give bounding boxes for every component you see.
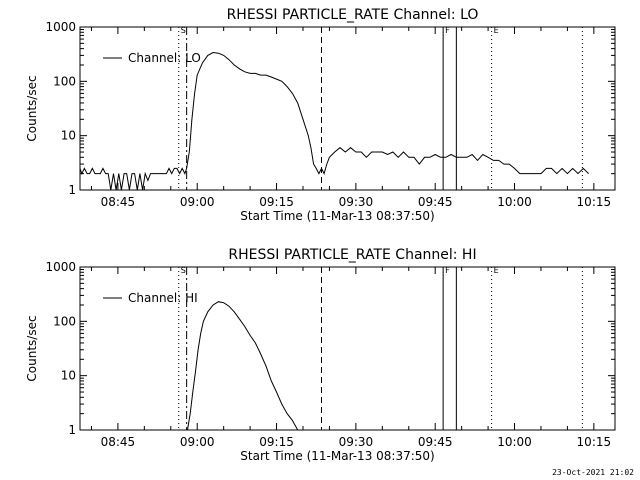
x-tick-label: 10:15 (577, 435, 612, 449)
y-axis-label: Counts/sec (25, 75, 39, 141)
legend-label: Channel: LO (128, 51, 201, 65)
x-axis-label: Start Time (11-Mar-13 08:37:50) (240, 449, 434, 463)
series-line (187, 301, 299, 431)
chart-title: RHESSI PARTICLE_RATE Channel: LO (227, 7, 479, 23)
x-tick-label: 08:45 (101, 435, 136, 449)
x-tick-label: 10:15 (577, 195, 612, 209)
marker-label: E (494, 266, 499, 275)
chart-title: RHESSI PARTICLE_RATE Channel: HI (228, 247, 476, 263)
chart-panel-2: RHESSI PARTICLE_RATE Channel: HI 08:45 09:… (25, 247, 616, 463)
y-tick-label: 10 (61, 369, 76, 383)
x-tick-label: 09:00 (180, 195, 215, 209)
x-tick-label: 09:30 (339, 435, 374, 449)
x-axis-label: Start Time (11-Mar-13 08:37:50) (240, 209, 434, 223)
marker-label: F (445, 266, 450, 275)
x-tick-label: 10:00 (497, 435, 532, 449)
y-tick-label: 1000 (45, 260, 76, 274)
y-tick-label: 100 (53, 74, 76, 88)
y-tick-label: 1 (68, 183, 76, 197)
marker-label: S (181, 26, 186, 35)
x-tick-label: 09:30 (339, 195, 374, 209)
series-line (79, 51, 589, 191)
y-tick-label: 100 (53, 314, 76, 328)
marker-label: E (494, 26, 499, 35)
marker-label: F (445, 26, 450, 35)
date-stamp: 23-Oct-2021 21:02 (552, 468, 634, 477)
marker-label: S (181, 266, 186, 275)
x-tick-label: 09:15 (259, 435, 294, 449)
y-tick-label: 1 (68, 423, 76, 437)
x-tick-label: 09:15 (259, 195, 294, 209)
x-tick-label: 10:00 (497, 195, 532, 209)
legend-label: Channel: HI (128, 291, 198, 305)
chart-panel-1: RHESSI PARTICLE_RATE Channel: LO 08:45 09:… (25, 7, 616, 223)
x-tick-label: 08:45 (101, 195, 136, 209)
y-tick-label: 10 (61, 129, 76, 143)
plot-frame (79, 26, 616, 191)
y-axis-label: Counts/sec (25, 315, 39, 381)
x-tick-label: 09:00 (180, 435, 215, 449)
y-tick-label: 1000 (45, 20, 76, 34)
x-tick-label: 09:45 (418, 195, 453, 209)
x-tick-label: 09:45 (418, 435, 453, 449)
plot-frame (79, 266, 616, 431)
